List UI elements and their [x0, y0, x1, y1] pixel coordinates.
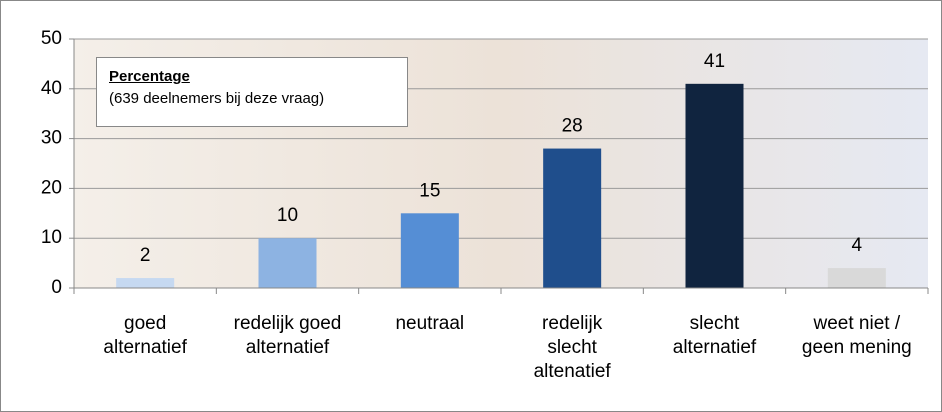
- y-tick-label: 40: [41, 78, 62, 99]
- bar: [686, 84, 744, 288]
- chart: 0 10 20 30 40 50 2 10 15 28 41 4 Percentage (639 de…: [0, 0, 942, 412]
- y-tick-label: 0: [51, 277, 62, 298]
- legend: Percentage (639 deelnemers bij deze vraa…: [96, 57, 408, 127]
- x-tick-label: slecht alternatief: [644, 312, 786, 360]
- data-label: 10: [277, 205, 298, 226]
- data-label: 4: [852, 235, 863, 256]
- y-tick-label: 20: [41, 177, 62, 198]
- x-tick-label: neutraal: [359, 312, 501, 336]
- y-tick-label: 50: [41, 28, 62, 49]
- data-label: 2: [140, 245, 151, 266]
- legend-subtitle: (639 deelnemers bij deze vraag): [109, 88, 395, 110]
- bar: [116, 278, 174, 288]
- x-tick-label: goed alternatief: [74, 312, 216, 360]
- legend-title: Percentage: [109, 66, 395, 88]
- x-tick-label: weet niet / geen mening: [786, 312, 928, 360]
- bar: [259, 238, 317, 288]
- bar: [401, 213, 459, 288]
- x-tick-label: redelijk slecht altenatief: [501, 312, 643, 384]
- bar: [828, 268, 886, 288]
- data-label: 15: [419, 180, 440, 201]
- x-tick-label: redelijk goed alternatief: [217, 312, 359, 360]
- y-tick-label: 10: [41, 227, 62, 248]
- data-label: 41: [704, 51, 725, 72]
- data-label: 28: [562, 116, 583, 137]
- y-tick-label: 30: [41, 128, 62, 149]
- bar: [543, 149, 601, 288]
